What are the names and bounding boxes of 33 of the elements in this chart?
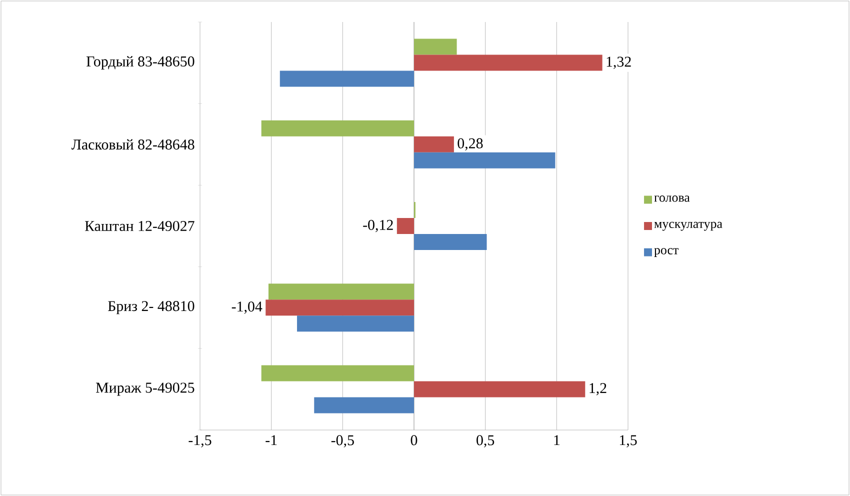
legend-label: рост	[654, 248, 678, 257]
data-label: 1,32	[606, 56, 631, 69]
y-tick-label: Каштан 12-49027	[84, 220, 194, 232]
bar	[414, 38, 457, 55]
bar	[261, 120, 414, 136]
bar	[396, 218, 414, 234]
bar	[414, 381, 586, 398]
bar	[268, 284, 414, 300]
x-tick-label: 0	[410, 435, 418, 446]
y-tick-label: Гордый 83-48650	[86, 56, 194, 70]
x-tick-label: -1	[266, 435, 277, 446]
data-label: 0,28	[458, 138, 483, 151]
legend-label: мускулатура	[654, 222, 722, 231]
x-tick-label: 1,5	[620, 435, 637, 448]
bar	[414, 136, 454, 152]
bar	[314, 397, 414, 414]
x-tick-label: -0,5	[331, 435, 354, 448]
x-tick-label: 0,5	[476, 435, 494, 448]
legend-label: голова	[654, 196, 690, 202]
y-tick-label: Ласковый 82-48648	[71, 139, 194, 150]
x-tick-label: -1,5	[188, 435, 212, 448]
bar	[414, 54, 602, 71]
data-label: -0,12	[363, 220, 393, 232]
bar	[414, 234, 487, 250]
bar	[280, 70, 414, 87]
data-label: 1,2	[590, 383, 606, 396]
bar	[297, 316, 414, 332]
y-tick-label: Мираж 5-49025	[96, 382, 194, 396]
x-tick-label: 1	[554, 435, 560, 446]
data-label: -1,04	[232, 301, 262, 314]
bar	[414, 152, 556, 168]
bar	[261, 365, 414, 382]
y-tick-label: Бриз 2- 48810	[108, 301, 194, 314]
